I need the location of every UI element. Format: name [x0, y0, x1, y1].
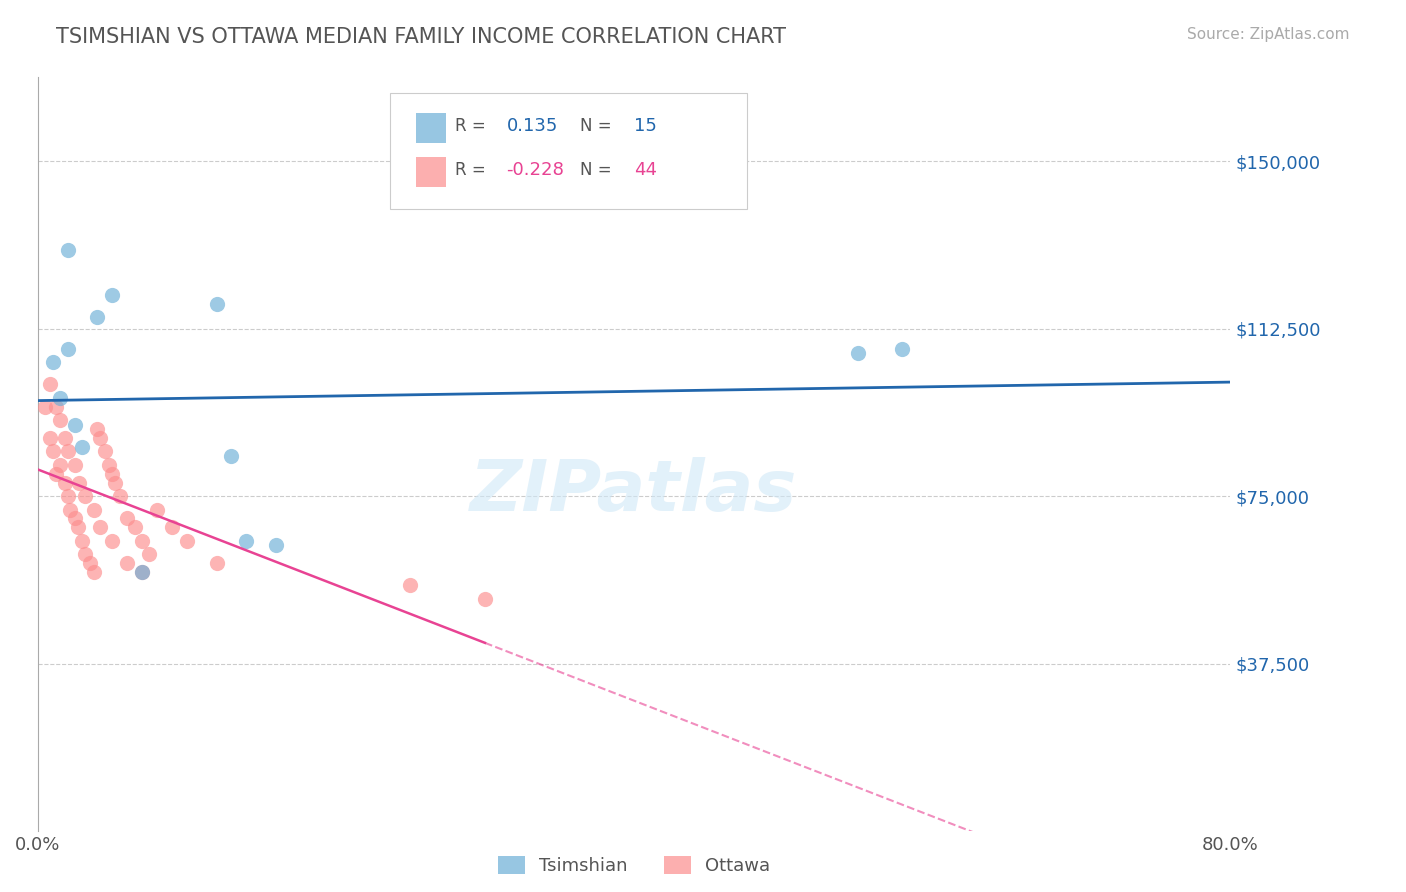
- Point: [98, 458, 121, 472]
- Point: [49, 413, 72, 427]
- Point: [83, 565, 105, 579]
- Point: [53, 475, 76, 490]
- Point: [83, 502, 105, 516]
- Point: [66, 520, 89, 534]
- FancyBboxPatch shape: [389, 93, 748, 210]
- Text: TSIMSHIAN VS OTTAWA MEDIAN FAMILY INCOME CORRELATION CHART: TSIMSHIAN VS OTTAWA MEDIAN FAMILY INCOME…: [56, 27, 786, 46]
- Point: [399, 578, 422, 592]
- Point: [56, 342, 79, 356]
- Point: [101, 533, 124, 548]
- Point: [56, 444, 79, 458]
- Point: [67, 475, 90, 490]
- Text: 0.135: 0.135: [506, 118, 558, 136]
- FancyBboxPatch shape: [416, 113, 446, 143]
- Text: N =: N =: [581, 118, 612, 136]
- Point: [89, 431, 111, 445]
- Text: R =: R =: [456, 161, 486, 179]
- Point: [75, 489, 97, 503]
- Text: Source: ZipAtlas.com: Source: ZipAtlas.com: [1187, 27, 1350, 42]
- Point: [235, 533, 257, 548]
- Text: N =: N =: [581, 161, 612, 179]
- Text: R =: R =: [456, 118, 486, 136]
- Point: [176, 533, 198, 548]
- Text: -0.228: -0.228: [506, 161, 564, 179]
- Point: [115, 511, 138, 525]
- Point: [89, 520, 111, 534]
- Point: [63, 511, 86, 525]
- Point: [45, 467, 67, 481]
- Point: [38, 431, 60, 445]
- Legend: Tsimshian, Ottawa: Tsimshian, Ottawa: [491, 848, 778, 882]
- FancyBboxPatch shape: [416, 157, 446, 186]
- Point: [101, 467, 124, 481]
- Text: ZIPatlas: ZIPatlas: [471, 458, 797, 526]
- Point: [124, 520, 146, 534]
- Point: [108, 489, 131, 503]
- Point: [79, 556, 101, 570]
- Point: [131, 565, 153, 579]
- Point: [264, 538, 287, 552]
- Point: [138, 547, 160, 561]
- Point: [75, 547, 97, 561]
- Point: [205, 297, 228, 311]
- Point: [72, 533, 94, 548]
- Point: [474, 591, 496, 606]
- Point: [205, 556, 228, 570]
- Point: [56, 244, 79, 258]
- Point: [86, 422, 108, 436]
- Point: [56, 489, 79, 503]
- Text: 15: 15: [634, 118, 657, 136]
- Point: [38, 377, 60, 392]
- Point: [63, 417, 86, 432]
- Point: [49, 391, 72, 405]
- Point: [846, 346, 869, 360]
- Point: [34, 400, 56, 414]
- Point: [115, 556, 138, 570]
- Point: [63, 458, 86, 472]
- Point: [101, 288, 124, 302]
- Point: [41, 355, 63, 369]
- Point: [221, 449, 243, 463]
- Text: 44: 44: [634, 161, 657, 179]
- Point: [131, 565, 153, 579]
- Point: [41, 444, 63, 458]
- Point: [94, 444, 117, 458]
- Point: [104, 475, 127, 490]
- Point: [891, 342, 914, 356]
- Point: [131, 533, 153, 548]
- Point: [53, 431, 76, 445]
- Point: [72, 440, 94, 454]
- Point: [45, 400, 67, 414]
- Point: [146, 502, 169, 516]
- Point: [49, 458, 72, 472]
- Point: [86, 310, 108, 325]
- Point: [59, 502, 82, 516]
- Point: [160, 520, 183, 534]
